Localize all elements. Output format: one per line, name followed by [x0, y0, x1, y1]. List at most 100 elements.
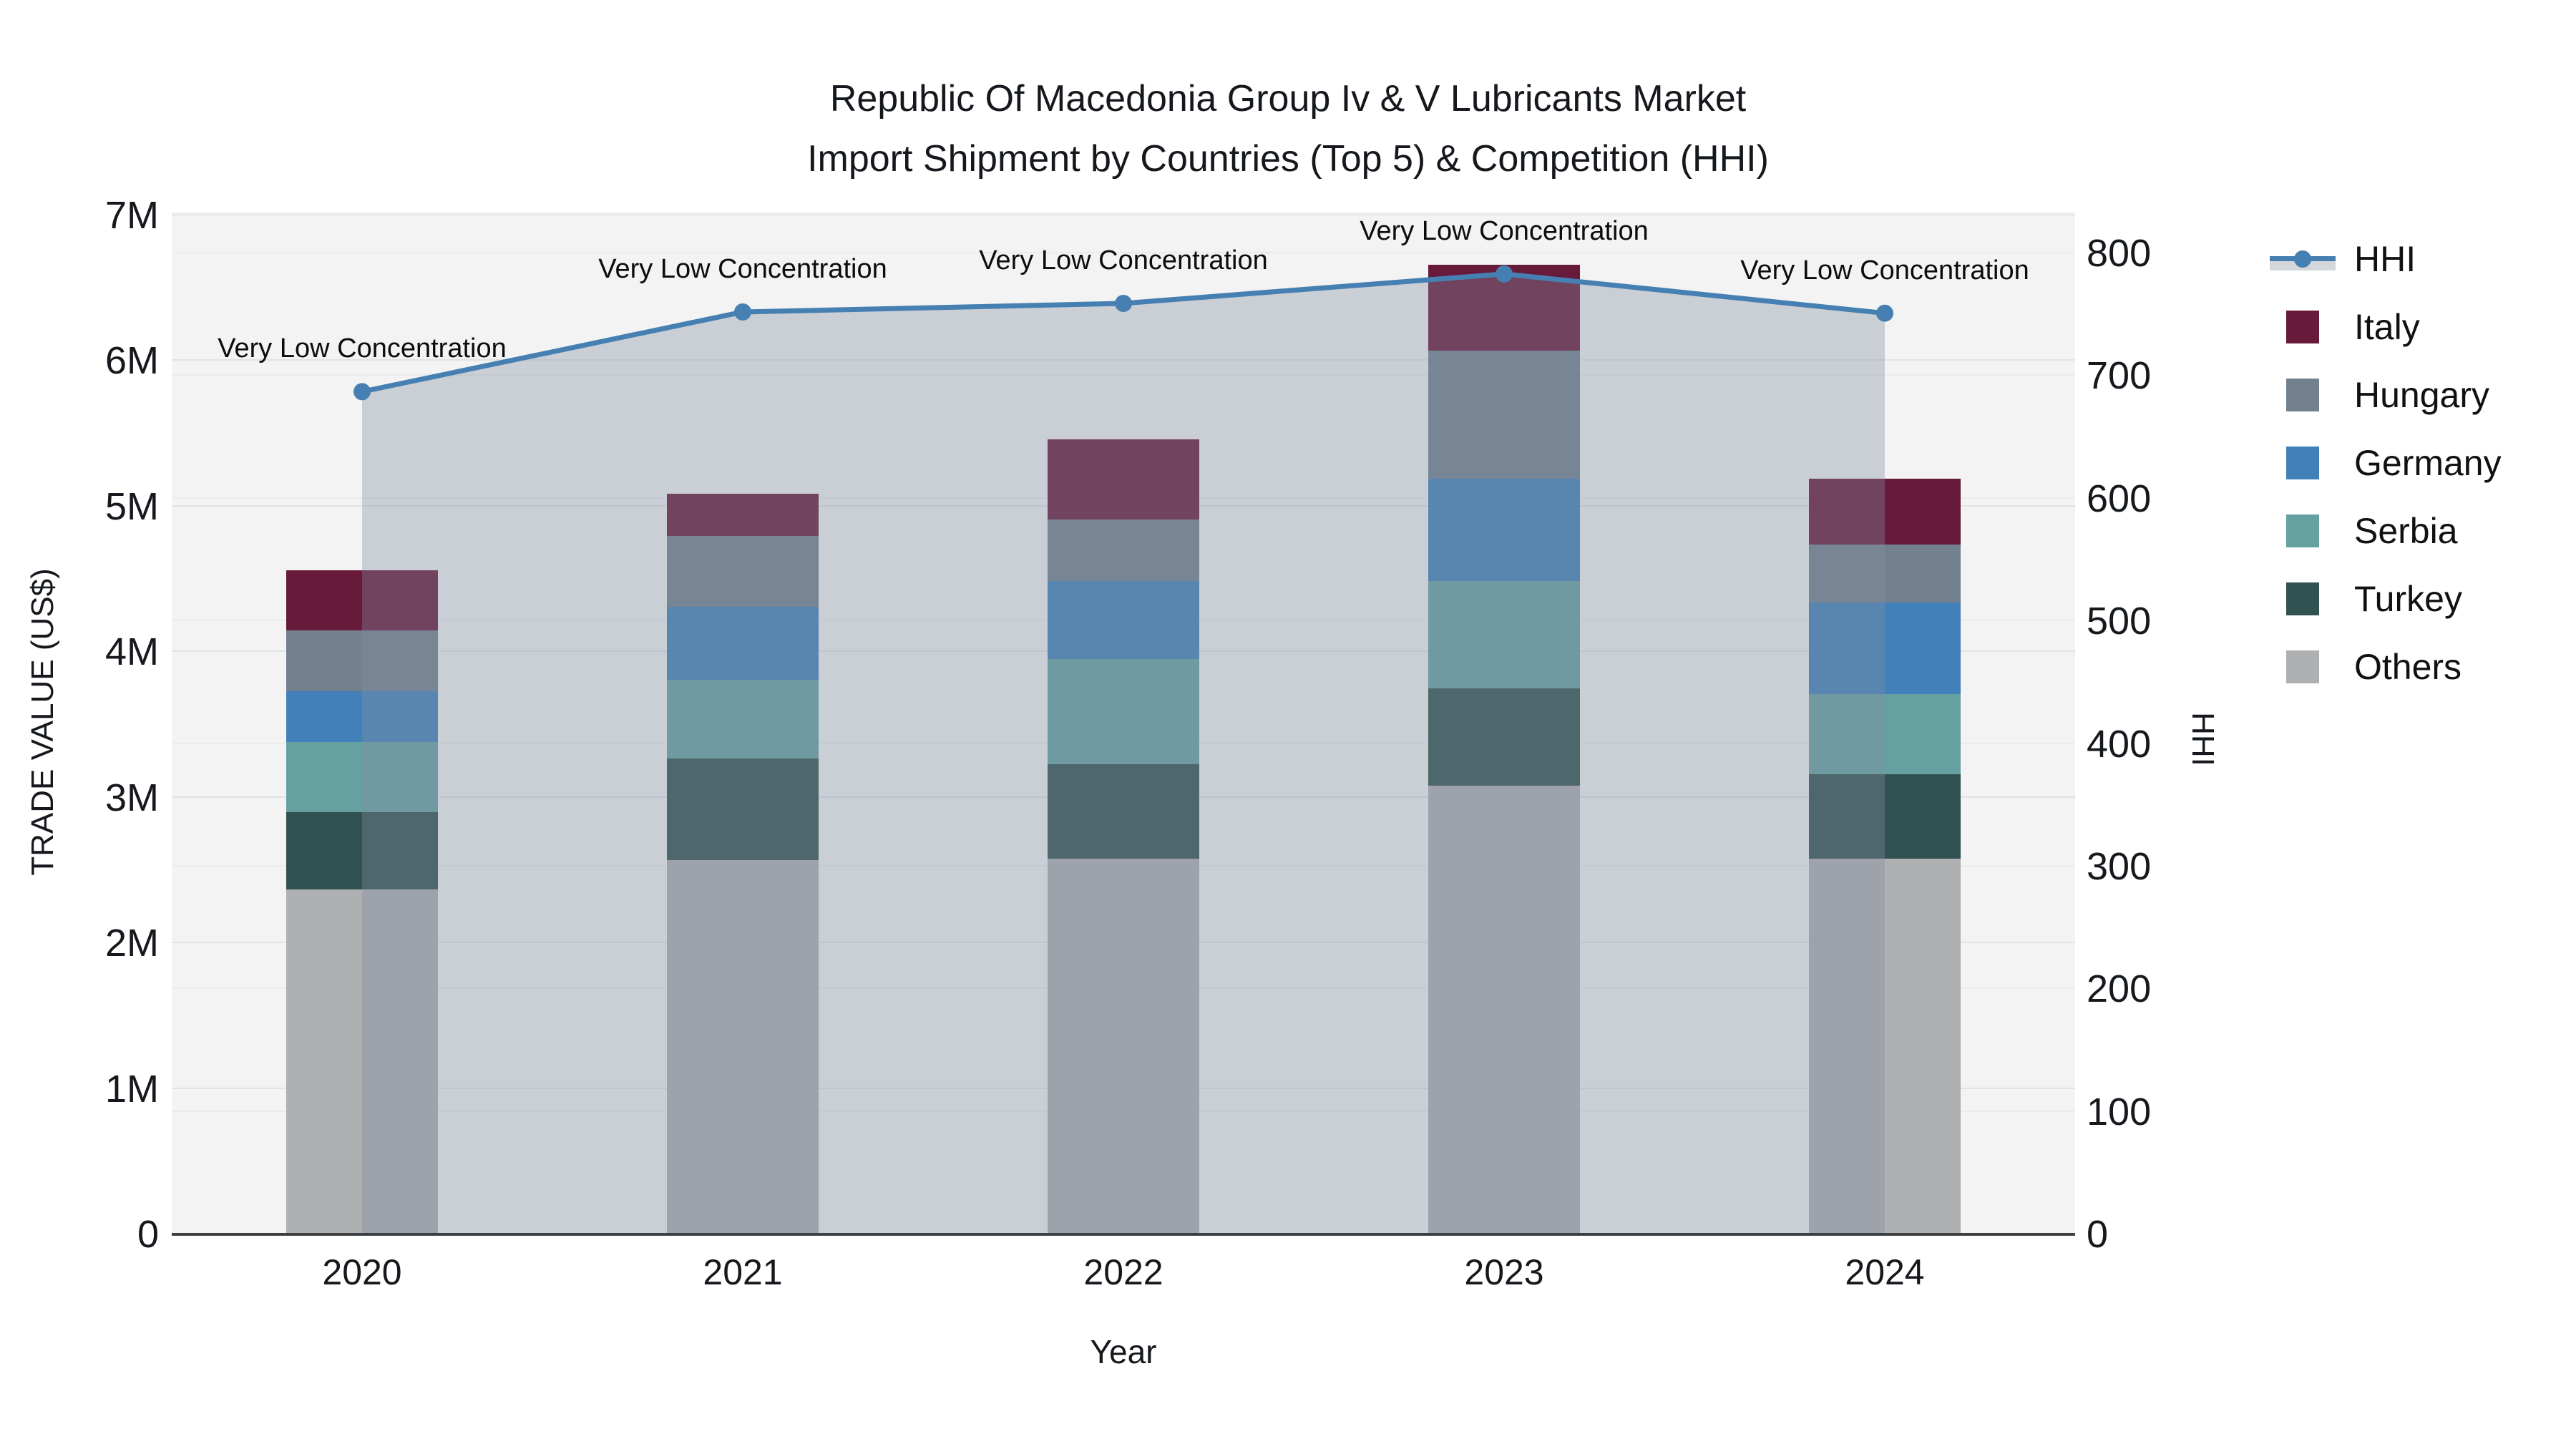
annotation-2022: Very Low Concentration: [979, 245, 1268, 275]
y-left-tick-4M: 4M: [104, 630, 159, 674]
bar-2022-serbia[interactable]: [1048, 659, 1199, 764]
y-right-tick-0: 0: [2087, 1213, 2109, 1256]
bar-2023-serbia[interactable]: [1428, 580, 1580, 689]
legend-label-hungary: Hungary: [2354, 375, 2489, 415]
x-tick-2024: 2024: [1845, 1252, 1925, 1292]
legend-item-italy[interactable]: Italy: [2270, 307, 2502, 347]
gridline-hhi-700: [172, 374, 2075, 376]
bar-2020-italy[interactable]: [286, 570, 438, 630]
bar-2022-germany[interactable]: [1048, 580, 1199, 660]
gridline-hhi-800: [172, 252, 2075, 253]
chart-title: Republic Of Macedonia Group Iv & V Lubri…: [0, 69, 2576, 189]
legend-label-germany: Germany: [2354, 443, 2502, 483]
y-left-tick-6M: 6M: [104, 339, 159, 383]
legend-swatch-turkey: [2270, 582, 2336, 615]
hhi-area-fill: [362, 273, 1885, 1233]
bar-2020-serbia[interactable]: [286, 742, 438, 813]
hhi-marker-2024[interactable]: [1876, 304, 1893, 322]
bar-2023-germany[interactable]: [1428, 479, 1580, 581]
legend-swatch-italy: [2270, 311, 2336, 343]
bar-2024-turkey[interactable]: [1809, 774, 1961, 859]
y-right-tick-100: 100: [2087, 1090, 2152, 1133]
legend-color-italy: [2286, 311, 2319, 343]
y-right-tick-500: 500: [2087, 600, 2152, 643]
legend-label-italy: Italy: [2354, 307, 2420, 347]
bar-2022-hungary[interactable]: [1048, 519, 1199, 581]
y-left-tick-2M: 2M: [104, 922, 159, 965]
annotation-2020: Very Low Concentration: [218, 333, 507, 364]
y-left-tick-7M: 7M: [104, 194, 159, 237]
y-right-tick-300: 300: [2087, 844, 2152, 888]
x-tick-2022: 2022: [1083, 1252, 1163, 1292]
x-tick-2021: 2021: [703, 1252, 783, 1292]
y-right-tick-200: 200: [2087, 967, 2152, 1011]
legend-swatch-hhi: [2270, 243, 2336, 275]
bar-2023-turkey[interactable]: [1428, 688, 1580, 786]
bar-2021-italy[interactable]: [667, 493, 819, 536]
bar-2021-serbia[interactable]: [667, 679, 819, 758]
legend-color-turkey: [2286, 582, 2319, 615]
bar-2022-italy[interactable]: [1048, 439, 1199, 520]
bar-2021-others[interactable]: [667, 860, 819, 1233]
legend-item-turkey[interactable]: Turkey: [2270, 579, 2502, 619]
legend-swatch-serbia: [2270, 514, 2336, 547]
hhi-marker-2020[interactable]: [353, 383, 371, 401]
x-axis-title: Year: [1090, 1333, 1157, 1370]
bar-2021-hungary[interactable]: [667, 535, 819, 608]
y-right-tick-700: 700: [2087, 354, 2152, 398]
bar-2022-turkey[interactable]: [1048, 763, 1199, 859]
y-right-tick-400: 400: [2087, 722, 2152, 766]
legend-item-hungary[interactable]: Hungary: [2270, 375, 2502, 415]
y-left-axis-title: TRADE VALUE (US$): [25, 568, 60, 876]
legend-color-others: [2286, 650, 2319, 683]
y-right-axis-title: HHI: [2185, 712, 2220, 766]
bar-2024-others[interactable]: [1809, 859, 1961, 1233]
bar-2024-italy[interactable]: [1809, 479, 1961, 545]
bar-2023-hungary[interactable]: [1428, 351, 1580, 479]
bar-2020-hungary[interactable]: [286, 630, 438, 692]
hhi-marker-2021[interactable]: [734, 303, 751, 321]
bar-2024-serbia[interactable]: [1809, 694, 1961, 775]
bar-2020-turkey[interactable]: [286, 812, 438, 889]
legend-swatch-germany: [2270, 447, 2336, 479]
legend: HHI Italy Hungary Germany Serbia Turkey Others: [2270, 239, 2502, 718]
bar-2024-hungary[interactable]: [1809, 544, 1961, 603]
hhi-marker-icon: [2294, 250, 2311, 268]
chart-title-line1: Republic Of Macedonia Group Iv & V Lubri…: [829, 78, 1747, 119]
legend-item-hhi[interactable]: HHI: [2270, 239, 2502, 279]
y-left-tick-3M: 3M: [104, 776, 159, 819]
bar-2020-germany[interactable]: [286, 691, 438, 743]
x-axis-line: [172, 1233, 2075, 1236]
legend-item-germany[interactable]: Germany: [2270, 443, 2502, 483]
bar-2024-germany[interactable]: [1809, 602, 1961, 695]
legend-color-germany: [2286, 447, 2319, 479]
annotation-2024: Very Low Concentration: [1740, 255, 2029, 286]
x-tick-2020: 2020: [322, 1252, 402, 1292]
y-right-tick-800: 800: [2087, 232, 2152, 275]
y-left-tick-5M: 5M: [104, 484, 159, 528]
y-left-tick-1M: 1M: [104, 1067, 159, 1111]
legend-label-others: Others: [2354, 647, 2462, 687]
bar-2022-others[interactable]: [1048, 859, 1199, 1233]
chart-title-line2: Import Shipment by Countries (Top 5) & C…: [807, 138, 1769, 180]
bar-2023-others[interactable]: [1428, 786, 1580, 1233]
x-tick-2023: 2023: [1464, 1252, 1544, 1292]
bar-2021-turkey[interactable]: [667, 758, 819, 861]
y-left-tick-0: 0: [137, 1213, 159, 1256]
hhi-marker-2023[interactable]: [1496, 265, 1513, 283]
legend-label-hhi: HHI: [2354, 239, 2416, 279]
legend-item-others[interactable]: Others: [2270, 647, 2502, 687]
bar-2020-others[interactable]: [286, 889, 438, 1233]
legend-label-serbia: Serbia: [2354, 511, 2458, 551]
bar-2021-germany[interactable]: [667, 607, 819, 680]
legend-color-hungary: [2286, 379, 2319, 411]
hhi-marker-2022[interactable]: [1115, 294, 1132, 312]
legend-swatch-hungary: [2270, 379, 2336, 411]
legend-item-serbia[interactable]: Serbia: [2270, 511, 2502, 551]
gridline-trade-7M: [172, 214, 2075, 215]
legend-color-serbia: [2286, 514, 2319, 547]
annotation-2023: Very Low Concentration: [1360, 215, 1649, 246]
y-right-tick-600: 600: [2087, 477, 2152, 520]
